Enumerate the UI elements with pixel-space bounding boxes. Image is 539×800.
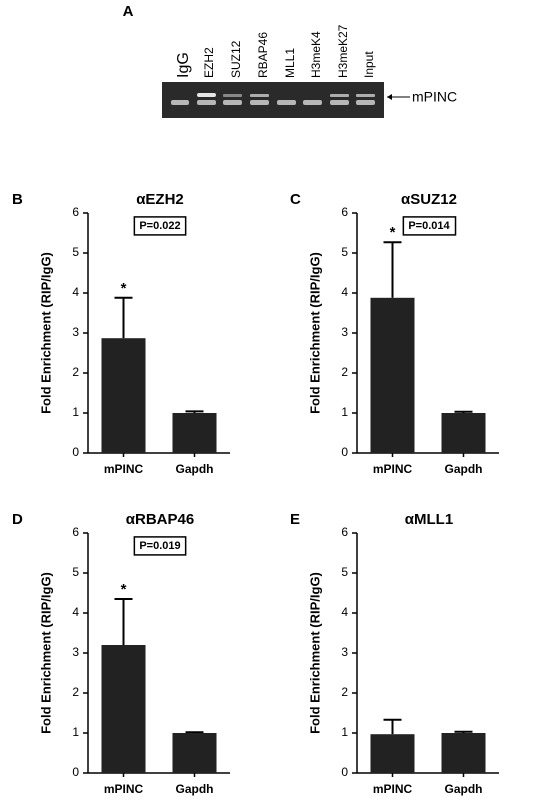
- p-value-box: [133, 216, 187, 236]
- bar: [101, 645, 146, 773]
- y-tick-label: 4: [341, 285, 348, 299]
- chart-title: αMLL1: [405, 511, 453, 528]
- chart-title: αRBAP46: [126, 511, 194, 528]
- panel-label: A: [123, 3, 134, 20]
- y-axis-label: Fold Enrichment (RIP/IgG): [38, 572, 53, 734]
- y-tick-label: 1: [72, 725, 79, 739]
- y-tick-label: 4: [341, 605, 348, 619]
- significance-mark: *: [121, 581, 127, 598]
- lane-label: H3meK27: [336, 24, 350, 78]
- chart-title: αEZH2: [136, 191, 184, 208]
- bar: [370, 734, 415, 773]
- p-value: P=0.019: [139, 540, 180, 552]
- panel-label: B: [12, 191, 23, 208]
- x-tick-label: Gapdh: [176, 462, 214, 476]
- bar: [370, 297, 415, 453]
- y-tick-label: 2: [341, 685, 348, 699]
- bar: [172, 733, 217, 773]
- y-tick-label: 3: [72, 325, 79, 339]
- y-tick-label: 1: [341, 725, 348, 739]
- y-tick-label: 1: [72, 405, 79, 419]
- chart-title: αSUZ12: [401, 191, 457, 208]
- gel-image: [162, 82, 410, 118]
- panel-label: D: [12, 511, 23, 528]
- panel-label: E: [290, 511, 300, 528]
- y-tick-label: 6: [72, 525, 79, 539]
- significance-mark: *: [121, 280, 127, 297]
- y-tick-label: 6: [72, 205, 79, 219]
- y-tick-label: 3: [341, 325, 348, 339]
- bar: [101, 338, 146, 453]
- p-value-box: [402, 216, 457, 236]
- y-tick-label: 5: [72, 565, 79, 579]
- significance-mark: *: [390, 224, 396, 241]
- lane-label: RBAP46: [256, 32, 270, 78]
- lane-label: SUZ12: [229, 40, 243, 78]
- y-tick-label: 5: [72, 245, 79, 259]
- lane-label: H3meK4: [309, 31, 323, 78]
- y-tick-label: 4: [72, 285, 79, 299]
- lane-label: IgG: [175, 52, 192, 78]
- y-tick-label: 2: [341, 365, 348, 379]
- y-tick-label: 3: [341, 645, 348, 659]
- y-tick-label: 0: [341, 765, 348, 779]
- y-tick-label: 6: [341, 525, 348, 539]
- p-value: P=0.022: [139, 220, 180, 232]
- x-tick-label: mPINC: [104, 462, 144, 476]
- bar: [441, 413, 486, 453]
- x-tick-label: mPINC: [373, 462, 413, 476]
- lane-label: EZH2: [202, 47, 216, 78]
- x-tick-label: mPINC: [104, 782, 144, 796]
- y-tick-label: 5: [341, 565, 348, 579]
- y-tick-label: 5: [341, 245, 348, 259]
- y-tick-label: 2: [72, 365, 79, 379]
- y-tick-label: 0: [72, 765, 79, 779]
- y-tick-label: 6: [341, 205, 348, 219]
- p-value: P=0.014: [408, 220, 450, 232]
- bar: [441, 733, 486, 773]
- y-tick-label: 4: [72, 605, 79, 619]
- p-value-box: [133, 536, 187, 556]
- x-tick-label: Gapdh: [176, 782, 214, 796]
- y-tick-label: 1: [341, 405, 348, 419]
- lane-label: Input: [362, 51, 376, 78]
- x-tick-label: Gapdh: [445, 462, 483, 476]
- x-tick-label: Gapdh: [445, 782, 483, 796]
- y-axis-label: Fold Enrichment (RIP/IgG): [307, 572, 322, 734]
- y-tick-label: 0: [72, 445, 79, 459]
- x-tick-label: mPINC: [373, 782, 413, 796]
- y-tick-label: 0: [341, 445, 348, 459]
- y-tick-label: 2: [72, 685, 79, 699]
- panel-label: C: [290, 191, 301, 208]
- y-axis-label: Fold Enrichment (RIP/IgG): [307, 252, 322, 414]
- y-axis-label: Fold Enrichment (RIP/IgG): [38, 252, 53, 414]
- bar: [172, 413, 217, 453]
- lane-label: MLL1: [283, 48, 297, 78]
- y-tick-label: 3: [72, 645, 79, 659]
- band-label: mPINC: [412, 89, 457, 105]
